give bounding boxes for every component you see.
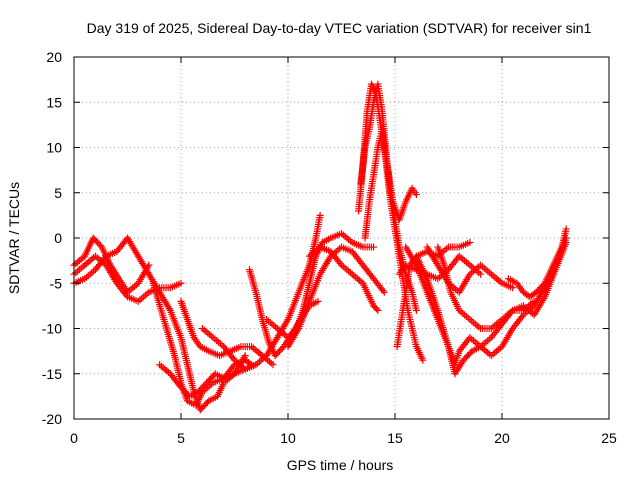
data-point <box>269 361 277 369</box>
series-arc11 <box>284 243 388 351</box>
data-point <box>314 297 322 305</box>
series-arc2 <box>70 234 153 287</box>
data-point-interp <box>96 242 104 250</box>
data-point-interp <box>372 305 380 313</box>
x-tick-label: 15 <box>387 430 403 446</box>
x-tick-label: 10 <box>280 430 296 446</box>
data-point <box>530 297 538 305</box>
data-point <box>370 243 378 251</box>
x-tick-label: 0 <box>70 430 78 446</box>
y-tick-label: 5 <box>54 185 62 201</box>
x-tick-label: 20 <box>494 430 510 446</box>
data-point <box>316 211 324 219</box>
series-arc8 <box>198 211 324 373</box>
series-arc21 <box>423 243 517 296</box>
data-point <box>412 306 420 314</box>
data-point-interp <box>467 349 475 357</box>
data-point-interp <box>336 259 344 267</box>
data-point <box>177 279 185 287</box>
data-points <box>70 80 570 414</box>
data-point-interp <box>518 313 526 321</box>
data-point <box>509 284 517 292</box>
y-tick-label: 20 <box>46 49 62 65</box>
x-tick-label: 5 <box>177 430 185 446</box>
data-point <box>562 225 570 233</box>
grid-lines <box>74 57 609 419</box>
y-tick-label: 0 <box>54 230 62 246</box>
data-point-interp <box>539 281 547 289</box>
series-arc4 <box>145 270 249 414</box>
data-point-interp <box>379 287 387 295</box>
data-point-interp <box>229 354 237 362</box>
y-axis-ticks: -20 -15 -10 -5 0 5 10 15 20 <box>42 49 609 427</box>
y-tick-label: -10 <box>42 321 62 337</box>
data-point <box>380 288 388 296</box>
series-arc17 <box>395 252 485 283</box>
series-arc12 <box>305 243 382 314</box>
y-tick-label: -15 <box>42 366 62 382</box>
x-axis-label: GPS time / hours <box>287 457 394 473</box>
data-point <box>466 239 474 247</box>
series-arc22 <box>504 225 570 301</box>
data-point-interp <box>203 398 211 406</box>
series-arc9 <box>245 266 322 360</box>
data-point <box>412 191 420 199</box>
y-tick-label: 10 <box>46 140 62 156</box>
series-arc3 <box>70 252 185 305</box>
y-tick-label: -20 <box>42 411 62 427</box>
y-axis-label: SDTVAR / TECUs <box>6 182 22 294</box>
x-axis-ticks: 0 5 10 15 20 25 <box>70 57 617 446</box>
data-point <box>419 356 427 364</box>
chart-title: Day 319 of 2025, Sidereal Day-to-day VTE… <box>87 20 592 36</box>
series-arc15 <box>361 125 427 364</box>
x-tick-label: 25 <box>601 430 617 446</box>
data-point <box>374 306 382 314</box>
data-point <box>477 270 485 278</box>
y-tick-label: -5 <box>50 275 63 291</box>
y-tick-label: 15 <box>46 94 62 110</box>
